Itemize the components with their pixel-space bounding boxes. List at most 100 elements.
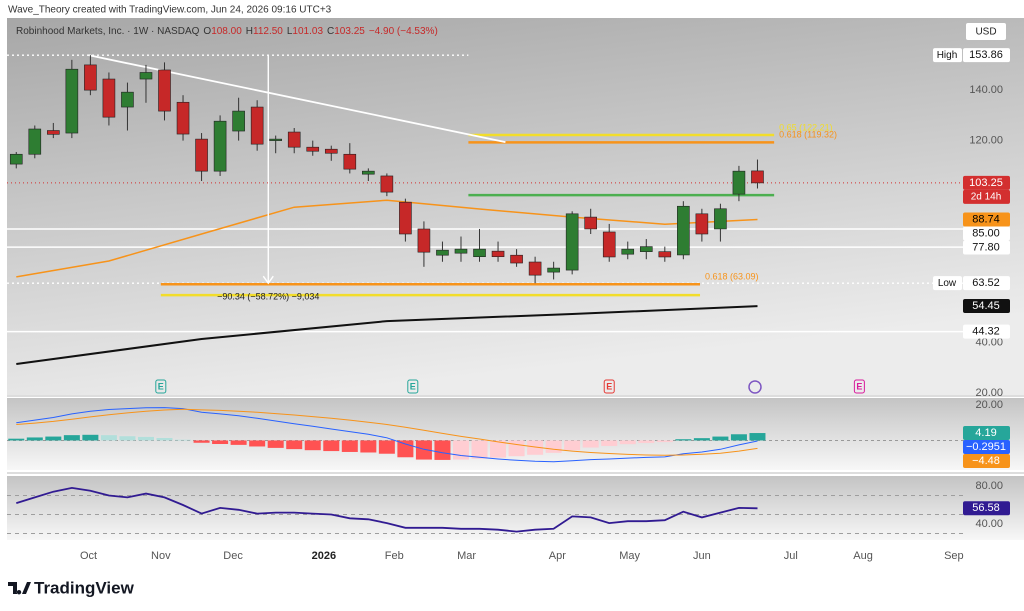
histogram-bar bbox=[564, 440, 581, 451]
price-tag: 54.45 bbox=[972, 300, 1000, 312]
y-tick-label: 80.00 bbox=[975, 480, 1003, 492]
price-tag-box bbox=[963, 426, 1010, 441]
event-icon[interactable] bbox=[853, 379, 865, 394]
candle-body bbox=[639, 246, 653, 252]
candle-body bbox=[324, 148, 338, 154]
candle-body bbox=[102, 78, 116, 118]
indicator-line bbox=[16, 408, 758, 456]
event-icon[interactable] bbox=[748, 380, 762, 394]
y-tick-label: 140.00 bbox=[969, 84, 1003, 96]
candle-body bbox=[343, 153, 357, 170]
histogram-bar bbox=[582, 440, 599, 448]
candle-body bbox=[232, 110, 245, 132]
x-tick-label: Mar bbox=[457, 550, 476, 562]
event-label: E bbox=[856, 381, 862, 391]
price-tag: 4.19 bbox=[975, 427, 996, 439]
ohlc-value: 103.25 bbox=[334, 26, 365, 37]
candle-body bbox=[399, 201, 412, 235]
histogram-bar bbox=[323, 440, 340, 452]
histogram-bar bbox=[452, 440, 469, 460]
candle-body bbox=[28, 128, 42, 155]
histogram-bar bbox=[378, 440, 395, 454]
price-tag-box bbox=[963, 175, 1010, 190]
candle-body bbox=[158, 69, 171, 112]
attribution: Wave_Theory created with TradingView.com… bbox=[8, 5, 332, 16]
symbol: Robinhood Markets, Inc. · 1W · NASDAQ bbox=[16, 26, 200, 37]
histogram-bar bbox=[693, 438, 710, 441]
histogram-bar bbox=[286, 440, 303, 450]
event-icon[interactable] bbox=[603, 379, 615, 394]
event-icon[interactable] bbox=[155, 379, 167, 394]
fib-label: 0.618 (63.09) bbox=[705, 272, 759, 282]
y-tick-label: 20.00 bbox=[975, 387, 1003, 399]
x-tick-label: Apr bbox=[549, 550, 566, 562]
event-icon[interactable] bbox=[407, 379, 419, 394]
candle-body bbox=[714, 208, 727, 230]
histogram-bar bbox=[656, 440, 673, 443]
candle-body bbox=[9, 153, 23, 165]
event-label: E bbox=[606, 381, 612, 391]
y-tick-label: 20.00 bbox=[975, 399, 1003, 411]
indicator-line bbox=[16, 407, 758, 463]
price-tag: 88.74 bbox=[972, 213, 1000, 225]
candle-body bbox=[269, 138, 282, 141]
rsi-pane bbox=[7, 476, 1024, 540]
candle-body bbox=[565, 213, 579, 271]
y-tick-label: 120.00 bbox=[969, 135, 1003, 147]
histogram-bar bbox=[434, 440, 451, 460]
histogram-bar bbox=[100, 435, 117, 441]
price-tag-box bbox=[963, 212, 1010, 227]
symbol-info: Robinhood Markets, Inc. · 1W · NASDAQ O10… bbox=[16, 26, 438, 37]
histogram-bar bbox=[212, 440, 229, 444]
histogram-bar bbox=[360, 440, 377, 453]
x-tick-label: Oct bbox=[80, 550, 97, 562]
ohlc-value: 108.00 bbox=[211, 26, 242, 37]
candle-body bbox=[84, 64, 97, 91]
candle-body bbox=[47, 130, 60, 135]
price-tag-box bbox=[963, 276, 1010, 291]
x-tick-label: Sep bbox=[944, 550, 964, 562]
histogram-bar bbox=[156, 437, 173, 441]
histogram-bar bbox=[730, 434, 747, 441]
measure-label: −90.34 (−58.72%) −9,034 bbox=[217, 292, 319, 302]
candle-body bbox=[584, 216, 597, 230]
candle-body bbox=[250, 106, 264, 145]
candle-body bbox=[436, 249, 449, 256]
price-plot bbox=[7, 54, 965, 365]
price-tag: 103.25 bbox=[969, 177, 1003, 189]
currency-box[interactable] bbox=[966, 23, 1006, 40]
candle-body bbox=[65, 68, 79, 134]
x-tick-label: Feb bbox=[385, 550, 404, 562]
x-tick-label: Nov bbox=[151, 550, 171, 562]
candle-body bbox=[510, 254, 523, 264]
candle-body bbox=[695, 213, 709, 235]
candle-body bbox=[528, 261, 542, 276]
ohlc-key: H bbox=[246, 26, 253, 37]
histogram-bar bbox=[341, 440, 358, 452]
candle-body bbox=[287, 131, 301, 148]
candle-body bbox=[732, 170, 746, 195]
price-tag: −4.48 bbox=[972, 455, 1000, 467]
price-tag-box bbox=[963, 440, 1010, 455]
price-tag-box bbox=[963, 240, 1010, 255]
x-tick-label: Dec bbox=[223, 550, 243, 562]
candle-body bbox=[213, 120, 227, 172]
price-tag-box bbox=[963, 324, 1010, 339]
histogram-bar bbox=[397, 440, 414, 458]
price-tag-name: Low bbox=[938, 278, 957, 289]
ohlc-value: 112.50 bbox=[253, 26, 283, 37]
event-label: E bbox=[410, 381, 416, 391]
candle-body bbox=[547, 267, 560, 273]
histogram-bar bbox=[193, 440, 210, 443]
ohlc-value: 101.03 bbox=[292, 26, 323, 37]
change: −4.90 (−4.53%) bbox=[369, 26, 438, 37]
price-tag: −0.2951 bbox=[966, 441, 1006, 453]
histogram-bar bbox=[619, 440, 636, 445]
price-tag-box bbox=[963, 501, 1010, 516]
price-tag-box bbox=[963, 48, 1010, 63]
price-tag-box bbox=[963, 454, 1010, 469]
histogram-bar bbox=[749, 433, 766, 441]
candle-body bbox=[362, 170, 375, 175]
candle-body bbox=[417, 228, 431, 253]
countdown: 2d 14h bbox=[971, 192, 1002, 203]
